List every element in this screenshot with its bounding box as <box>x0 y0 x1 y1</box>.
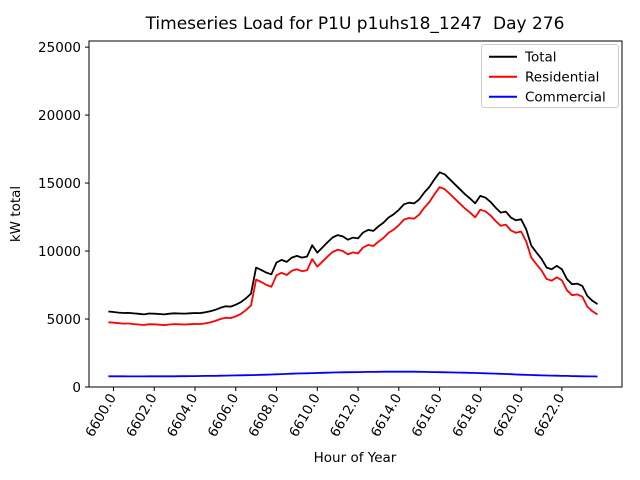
x-tick-label: 6606.0 <box>205 391 242 440</box>
x-tick-label: 6614.0 <box>368 391 405 440</box>
x-tick-label: 6618.0 <box>449 391 486 440</box>
x-tick-label: 6610.0 <box>286 391 323 440</box>
x-tick-label: 6602.0 <box>123 391 160 440</box>
series-residential-line <box>108 186 598 326</box>
y-tick-label: 25000 <box>38 40 81 56</box>
x-axis-title: Hour of Year <box>314 450 397 466</box>
x-tick-label: 6608.0 <box>246 391 283 440</box>
series-commercial-line <box>108 370 598 378</box>
y-axis-title: kW total <box>8 186 24 242</box>
x-tick-label: 6604.0 <box>164 391 201 440</box>
legend-label-total: Total <box>524 50 557 66</box>
y-tick-label: 5000 <box>47 312 81 328</box>
y-tick-label: 10000 <box>38 244 81 260</box>
x-tick-label: 6616.0 <box>409 391 446 440</box>
y-tick-label: 0 <box>72 380 81 396</box>
series-total-line <box>108 171 598 316</box>
x-tick-label: 6612.0 <box>327 391 364 440</box>
x-tick-label: 6600.0 <box>82 391 119 440</box>
chart-title: Timeseries Load for P1U p1uhs18_1247 Day… <box>145 14 565 34</box>
legend-box <box>481 44 619 108</box>
legend-label-commercial: Commercial <box>525 90 606 106</box>
x-tick-label: 6622.0 <box>531 391 568 440</box>
y-tick-label: 15000 <box>38 176 81 192</box>
plot-frame <box>88 40 623 388</box>
y-tick-label: 20000 <box>38 108 81 124</box>
legend-label-residential: Residential <box>525 70 599 86</box>
x-tick-label: 6620.0 <box>490 391 527 440</box>
